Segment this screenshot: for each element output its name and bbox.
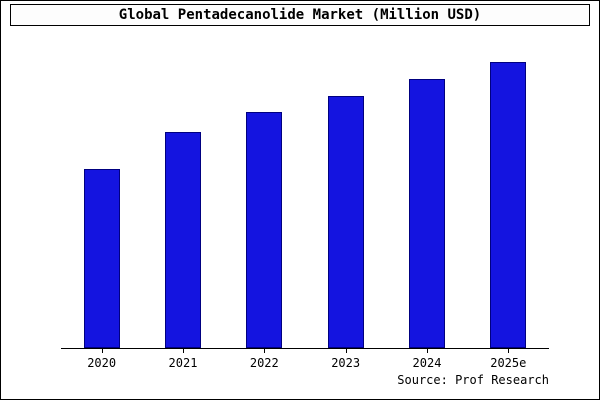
x-axis-tick xyxy=(345,349,347,353)
x-tick-label: 2025e xyxy=(490,356,527,370)
x-tick-label: 2021 xyxy=(168,356,198,370)
x-tick-label: 2022 xyxy=(249,356,279,370)
x-axis-tick xyxy=(508,349,510,353)
x-axis-tick xyxy=(182,349,184,353)
chart-title: Global Pentadecanolide Market (Million U… xyxy=(10,4,590,26)
x-tick-label: 2024 xyxy=(412,356,442,370)
bar-column: 2020 xyxy=(61,51,142,370)
bar-2022 xyxy=(246,112,283,348)
bar-2020 xyxy=(83,168,120,348)
bar-2024 xyxy=(408,78,445,348)
x-axis-tick xyxy=(264,349,266,353)
x-tick-label: 2023 xyxy=(331,356,361,370)
bar-column: 2022 xyxy=(224,51,305,370)
bar-2025e xyxy=(490,61,527,348)
bar-2023 xyxy=(327,96,364,348)
bar-2021 xyxy=(164,132,201,348)
bar-column: 2021 xyxy=(142,51,223,370)
x-tick-label: 2020 xyxy=(87,356,117,370)
plot-area: 2020 2021 2022 2023 2024 2025e xyxy=(61,51,549,370)
bar-column: 2025e xyxy=(468,51,549,370)
bar-column: 2023 xyxy=(305,51,386,370)
x-axis-tick xyxy=(426,349,428,353)
x-axis-tick xyxy=(101,349,103,353)
bar-column: 2024 xyxy=(386,51,467,370)
source-text: Source: Prof Research xyxy=(397,373,549,387)
